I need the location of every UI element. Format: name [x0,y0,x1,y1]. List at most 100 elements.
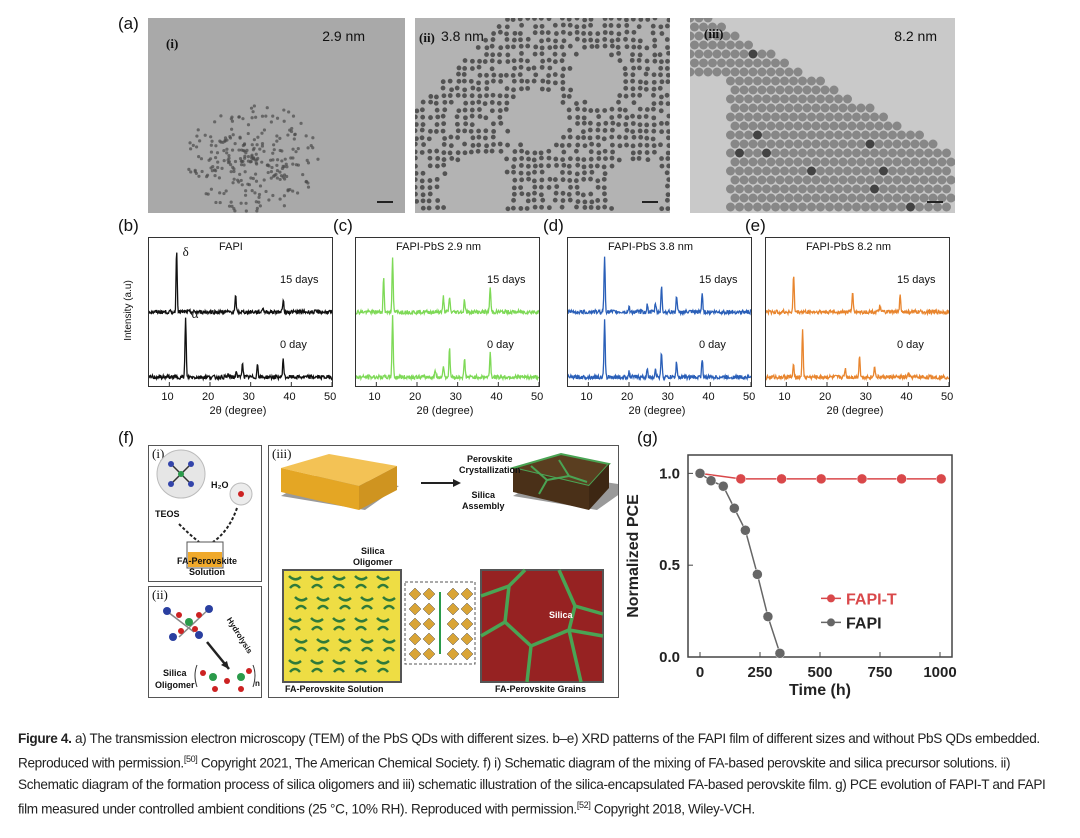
x-tick-label: 750 [867,664,892,681]
series-label: 0 day [897,339,924,352]
oligomer-mark [338,596,352,610]
pce-chart: 0 250 500 750 1000 0.0 0.5 1.0 Time (h) Normalize… [625,454,957,699]
series-label: 15 days [487,274,526,286]
x-tick-label: 40 [490,391,503,403]
caption-figure-number: Figure 4. [18,731,72,746]
caption-text: Copyright 2018, Wiley-VCH. [590,801,755,817]
solution-label: FA-Perovskite Solution [177,556,238,577]
x-tick-label: 40 [283,391,296,403]
data-point-FAPI [718,480,729,492]
x-tick-label: 20 [819,391,832,403]
oligomer-mark [294,638,308,652]
x-tick-label: 20 [202,391,215,403]
grains-caption: FA-Perovskite Grains [495,684,587,694]
tem-image-3.8nm: (ii) 3.8 nm [415,18,670,213]
data-point-FAPI-T [856,473,868,485]
panel-label-d: (d) [543,216,564,235]
data-point-FAPI-T [815,473,827,485]
legend-marker [827,618,835,627]
data-point-FAPI [762,611,774,622]
x-tick-label: 10 [580,391,593,403]
oligomer-mark [332,659,346,673]
phase-annotation: α [191,306,199,321]
tem-particles [690,18,955,212]
legend-marker [827,594,835,603]
silica-assembly-label: Silica Assembly [462,490,505,511]
oligomer-mark [288,617,302,631]
data-point-FAPI [694,468,706,479]
oligomer-mark [316,638,330,652]
y-axis-label: Intensity (a.u) [122,280,134,341]
caption-ref: [52] [576,799,591,810]
data-point-FAPI-T [776,473,787,485]
mixing-illustration [156,449,253,569]
x-tick-label: 20 [621,391,634,403]
oligomer-mark [382,596,396,610]
schematic-mixing-panel: (i) H₂O TEOS FA-Perovskite Solution [148,445,262,582]
xrd-curve-15-days [567,256,752,317]
roman-label: (iii) [272,446,292,461]
oligomer-mark [360,638,374,652]
oligomer-mark [376,617,390,631]
x-tick-label: 50 [743,391,756,403]
oligomer-mark [354,575,368,589]
panel-label-e: (e) [745,216,766,235]
roman-label: (ii) [152,587,168,602]
oligomer-label: Silica Oligomer [155,668,195,690]
tem-size-label: 8.2 nm [894,28,937,44]
silica-label: Silica [549,610,573,620]
oligomer-mark [332,617,346,631]
x-tick-label: 30 [449,391,462,403]
teos-label: TEOS [155,509,180,519]
tem-particles [187,104,393,213]
caption-text: a) The transmission electron microscopy … [18,731,1040,771]
oligomer-mark [338,638,352,652]
x-tick-label: 500 [807,664,832,681]
x-tick-label: 30 [661,391,674,403]
xrd-plot-b: 15 days 0 day FAPI δ α [148,237,333,387]
oligomer-mark [360,596,374,610]
panel-label-f: (f) [118,428,135,447]
panel-label-c: (c) [333,216,353,235]
series-label: 0 day [280,339,307,352]
series-label: 0 day [487,339,514,352]
xrd-curve-0-day [765,329,950,382]
oligomer-mark [354,659,368,673]
oligomer-mark [310,575,324,589]
xrd-title: FAPI-PbS 8.2 nm [806,241,891,253]
xrd-title: FAPI-PbS 2.9 nm [396,241,481,253]
xrd-plot-c: 15 days 0 day FAPI-PbS 2.9 nm [355,237,540,387]
oligomer-mark [376,659,390,673]
xrd-curve-0-day [355,315,540,382]
y-tick-label: 1.0 [659,465,680,482]
series-label: 0 day [699,339,726,352]
xrd-plot-e: 15 days 0 day FAPI-PbS 8.2 nm [765,237,950,387]
tem-image-2.9nm: (i) 2.9 nm [148,18,405,213]
caption-ref: [50] [183,754,198,764]
panel-label-b: (b) [118,216,139,235]
data-point-FAPI [774,648,786,659]
y-tick-label: 0.5 [659,557,680,574]
x-tick-label: 20 [409,391,422,403]
series-line-FAPI [699,472,781,654]
data-point-FAPI [752,569,763,580]
xrd-curve-15-days [148,252,333,316]
schematic-hydrolysis-panel: (ii) Hydrolysis Silica Oligomer n [148,586,262,698]
xrd-curve-0-day [148,317,333,382]
xrd-svg [567,256,752,386]
oligomer-mark [288,575,302,589]
oligomer-mark [294,596,308,610]
oligomer-mark [310,659,324,673]
tem-size-label: 2.9 nm [322,28,365,44]
series-label: 15 days [897,274,936,286]
x-tick-label: 10 [368,391,381,403]
h2o-label: H₂O [211,480,229,490]
series-label: 15 days [699,274,738,286]
xrd-title: FAPI-PbS 3.8 nm [608,241,693,253]
data-point-FAPI [740,525,751,536]
xrd-svg [355,257,540,386]
x-tick-label: 50 [531,391,544,403]
legend-label: FAPI-T [846,591,897,608]
oligomer-mark [354,617,368,631]
